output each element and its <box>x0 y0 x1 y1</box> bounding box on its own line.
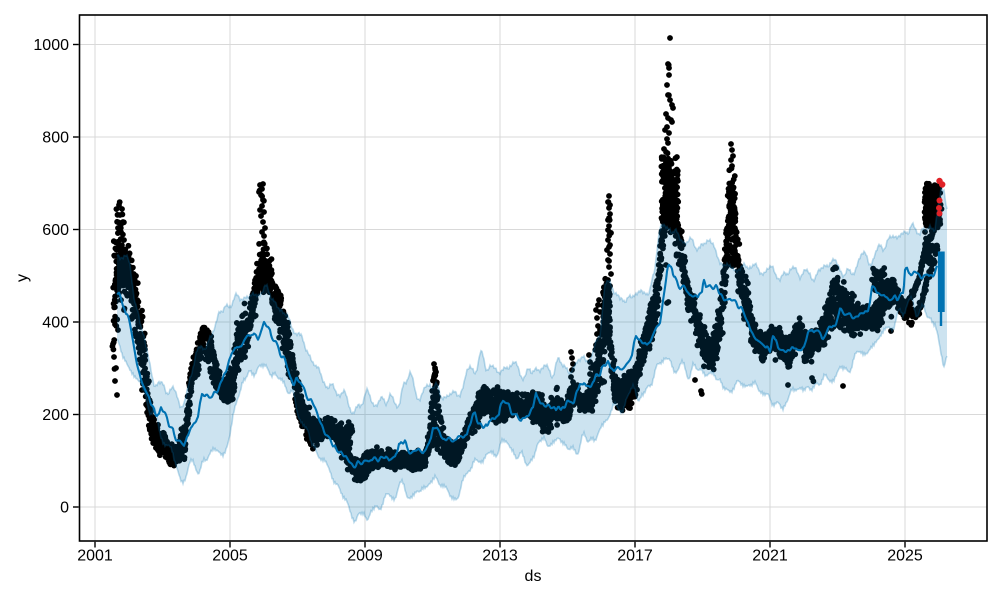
svg-text:600: 600 <box>42 222 69 239</box>
svg-text:800: 800 <box>42 130 69 147</box>
svg-text:2005: 2005 <box>212 548 248 565</box>
svg-text:400: 400 <box>42 315 69 332</box>
svg-text:2017: 2017 <box>617 548 653 565</box>
svg-text:y: y <box>14 274 31 282</box>
svg-text:200: 200 <box>42 407 69 424</box>
svg-text:ds: ds <box>525 568 542 585</box>
svg-text:2013: 2013 <box>482 548 518 565</box>
svg-text:2025: 2025 <box>887 548 923 565</box>
svg-text:1000: 1000 <box>33 37 69 54</box>
svg-text:0: 0 <box>60 500 69 517</box>
svg-text:2001: 2001 <box>77 548 113 565</box>
svg-text:2009: 2009 <box>347 548 383 565</box>
svg-text:2021: 2021 <box>752 548 788 565</box>
